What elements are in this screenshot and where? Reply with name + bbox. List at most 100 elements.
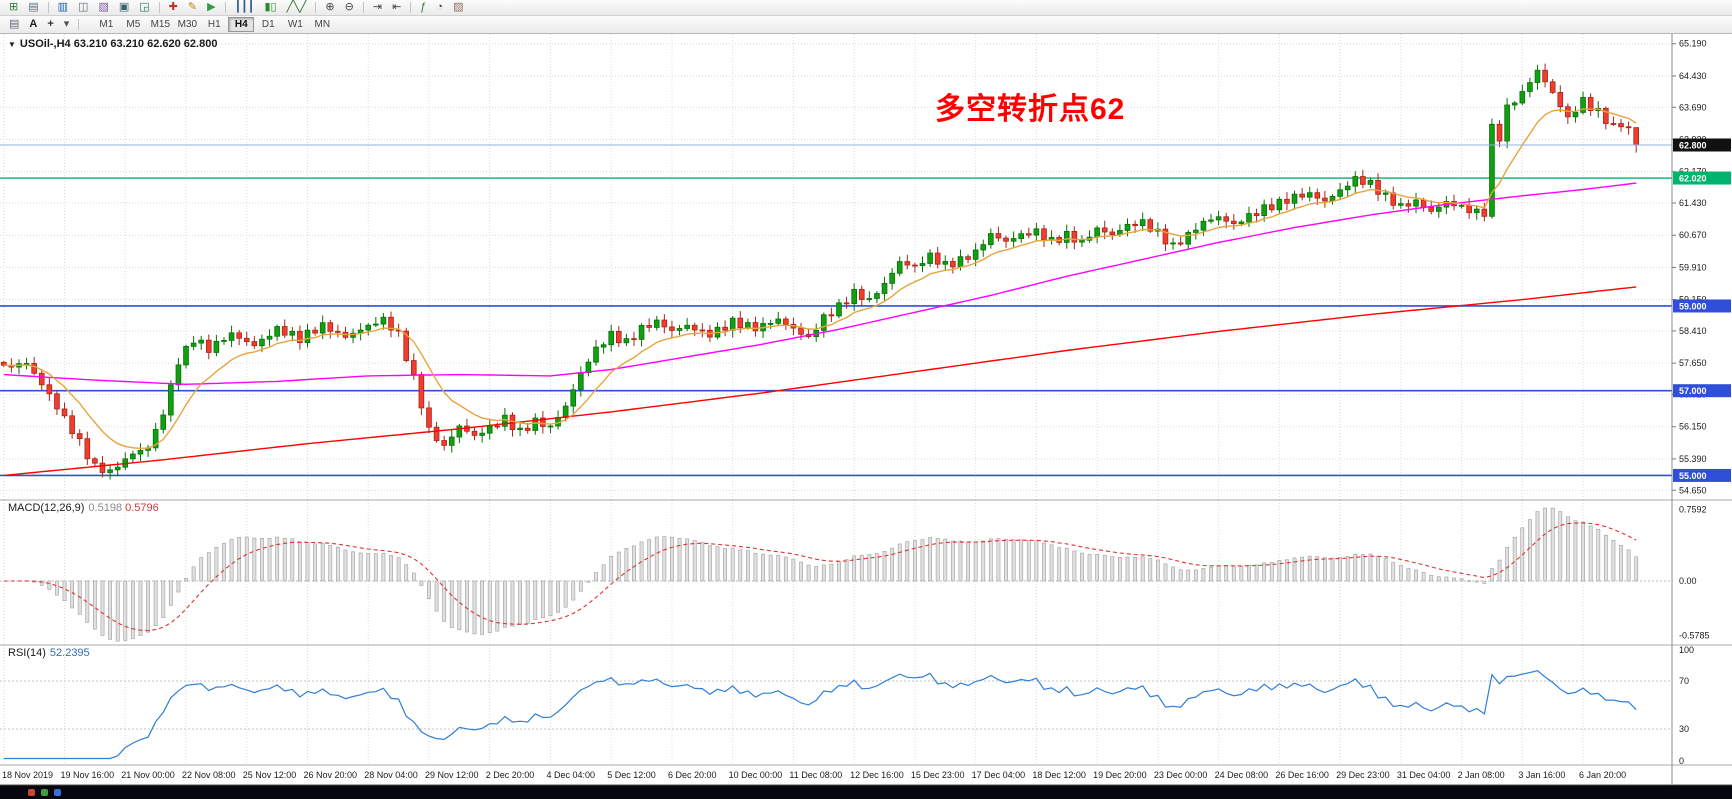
market-watch-icon[interactable]: ▥: [57, 1, 69, 13]
timeframe-button-mn[interactable]: MN: [314, 19, 331, 30]
strategy-tester-icon[interactable]: ◲: [139, 1, 150, 13]
rsi-pane[interactable]: [0, 645, 1672, 765]
autotrading-icon[interactable]: ▶: [207, 1, 216, 13]
rsi-axis-label: 70: [1679, 676, 1689, 686]
timeframe-button-m5[interactable]: M5: [126, 19, 141, 30]
candlestick-chart-icon[interactable]: ▮▯: [264, 1, 277, 13]
macd-histogram-bar: [503, 580, 507, 628]
candle-body: [243, 337, 250, 342]
time-axis[interactable]: 18 Nov 2019 19 Nov 16:00 21 Nov 00:00 22 No…: [2, 770, 1626, 780]
symbol-dropdown-icon[interactable]: ▼: [8, 40, 16, 49]
timeframe-button-h4[interactable]: H4: [228, 17, 255, 32]
macd-histogram-bar: [115, 580, 120, 642]
macd-histogram-bar: [1490, 568, 1494, 582]
candle-body: [593, 346, 599, 363]
crosshair-tool-icon[interactable]: +: [47, 18, 54, 30]
macd-histogram-bar: [260, 537, 264, 582]
macd-histogram-bar: [373, 553, 378, 582]
macd-histogram-bar: [457, 580, 462, 631]
macd-histogram-bar: [540, 580, 545, 619]
price-axis[interactable]: 65.19064.43063.69062.93062.17061.43060.6…: [1672, 39, 1731, 766]
terminal-icon[interactable]: ▣: [118, 1, 130, 13]
candle-body: [1109, 231, 1116, 236]
candle-body: [767, 322, 774, 325]
macd-histogram-bar: [586, 580, 591, 583]
candle-body: [1587, 97, 1594, 112]
annotation-text[interactable]: 多空转折点62: [935, 93, 1126, 126]
macd-histogram-bar: [1292, 557, 1297, 582]
time-axis-label: 25 Nov 12:00: [243, 770, 297, 780]
timeframe-button-d1[interactable]: D1: [261, 19, 275, 30]
main-pane[interactable]: [0, 34, 1672, 500]
macd-pane[interactable]: [0, 500, 1672, 645]
periods-icon[interactable]: ◔: [436, 1, 444, 13]
tool-dropdown-icon[interactable]: ▾: [63, 18, 70, 30]
new-chart-icon[interactable]: ⊞: [9, 1, 19, 13]
zoom-in-icon[interactable]: ⊕: [325, 1, 335, 13]
text-label-tool-icon[interactable]: A: [29, 18, 38, 30]
candle-body: [319, 322, 326, 334]
zoom-out-icon[interactable]: ⊖: [344, 1, 354, 13]
candle-body: [365, 324, 372, 331]
candle-body: [1299, 193, 1305, 198]
line-chart-icon[interactable]: ╱╲╱: [286, 1, 307, 13]
macd-histogram-bar: [1588, 525, 1593, 582]
rsi-title: RSI(14): [8, 647, 46, 659]
macd-histogram-bar: [533, 580, 538, 620]
templates-icon[interactable]: ▨: [453, 1, 464, 13]
candle-body: [1360, 176, 1366, 185]
price-axis-label: 59.910: [1679, 262, 1707, 272]
toolbar-tools: ▤ A + ▾ M1 M5 M15 M30 H1 H4 D1 W1 MN: [0, 16, 1732, 34]
macd-histogram-bar: [351, 551, 355, 582]
candle-body: [175, 364, 182, 386]
chart-list-icon[interactable]: ▤: [9, 18, 20, 30]
navigator-icon[interactable]: ▧: [98, 1, 109, 13]
macd-histogram-bar: [1171, 566, 1175, 582]
macd-histogram-bar: [1231, 565, 1236, 582]
macd-histogram-bar: [1118, 557, 1122, 582]
indicators-icon[interactable]: ƒ: [420, 1, 427, 13]
macd-histogram-bar: [685, 538, 690, 582]
candle-body: [1603, 107, 1609, 124]
chart-region: 18 Nov 2019 19 Nov 16:00 21 Nov 00:00 22 No…: [0, 34, 1732, 799]
taskbar-item-red[interactable]: [28, 789, 35, 796]
macd-histogram-bar: [313, 543, 317, 582]
candle-body: [38, 372, 45, 386]
toolbar-separator: [362, 2, 364, 13]
timeframe-button-m30[interactable]: M30: [177, 19, 198, 30]
taskbar-item-blue[interactable]: [54, 789, 61, 796]
timeframe-button-h1[interactable]: H1: [207, 19, 221, 30]
auto-scroll-icon[interactable]: ⇥: [372, 1, 383, 13]
candle-body: [942, 261, 949, 265]
ma-fast-line: [3, 108, 1637, 450]
bar-chart-icon[interactable]: ┃┃┃: [234, 1, 255, 13]
macd-histogram-bar: [1300, 556, 1305, 582]
taskbar-item-green[interactable]: [41, 789, 48, 796]
candle-body: [820, 314, 827, 331]
price-axis-label: 57.650: [1679, 358, 1707, 368]
data-window-icon[interactable]: ◫: [78, 1, 89, 13]
macd-histogram-bar: [1497, 559, 1502, 582]
timeframe-button-w1[interactable]: W1: [287, 19, 303, 30]
macd-histogram-bar: [958, 540, 963, 582]
chart-shift-icon[interactable]: ⇤: [392, 1, 402, 13]
chart-profiles-icon[interactable]: ▤: [28, 1, 39, 13]
macd-histogram-bar: [988, 538, 993, 582]
candle-body: [904, 261, 911, 266]
candle-body: [441, 440, 447, 446]
timeframe-button-m15[interactable]: M15: [150, 19, 171, 30]
candle-body: [61, 408, 68, 417]
candle-body: [410, 360, 417, 375]
macd-histogram-bar: [495, 580, 500, 632]
new-order-icon[interactable]: ✚: [168, 1, 178, 13]
timeframe-button-m1[interactable]: M1: [99, 19, 114, 30]
candle-body: [547, 425, 554, 428]
candle-body: [653, 319, 660, 328]
macd-histogram-bar: [1224, 565, 1229, 582]
candle-body: [957, 256, 964, 268]
toolbar-separator: [158, 2, 160, 13]
chart-canvas[interactable]: 18 Nov 2019 19 Nov 16:00 21 Nov 00:00 22 No…: [0, 34, 1732, 785]
macd-histogram-bar: [525, 580, 530, 624]
metaeditor-icon[interactable]: ✎: [187, 1, 198, 13]
macd-histogram-bar: [761, 553, 765, 582]
